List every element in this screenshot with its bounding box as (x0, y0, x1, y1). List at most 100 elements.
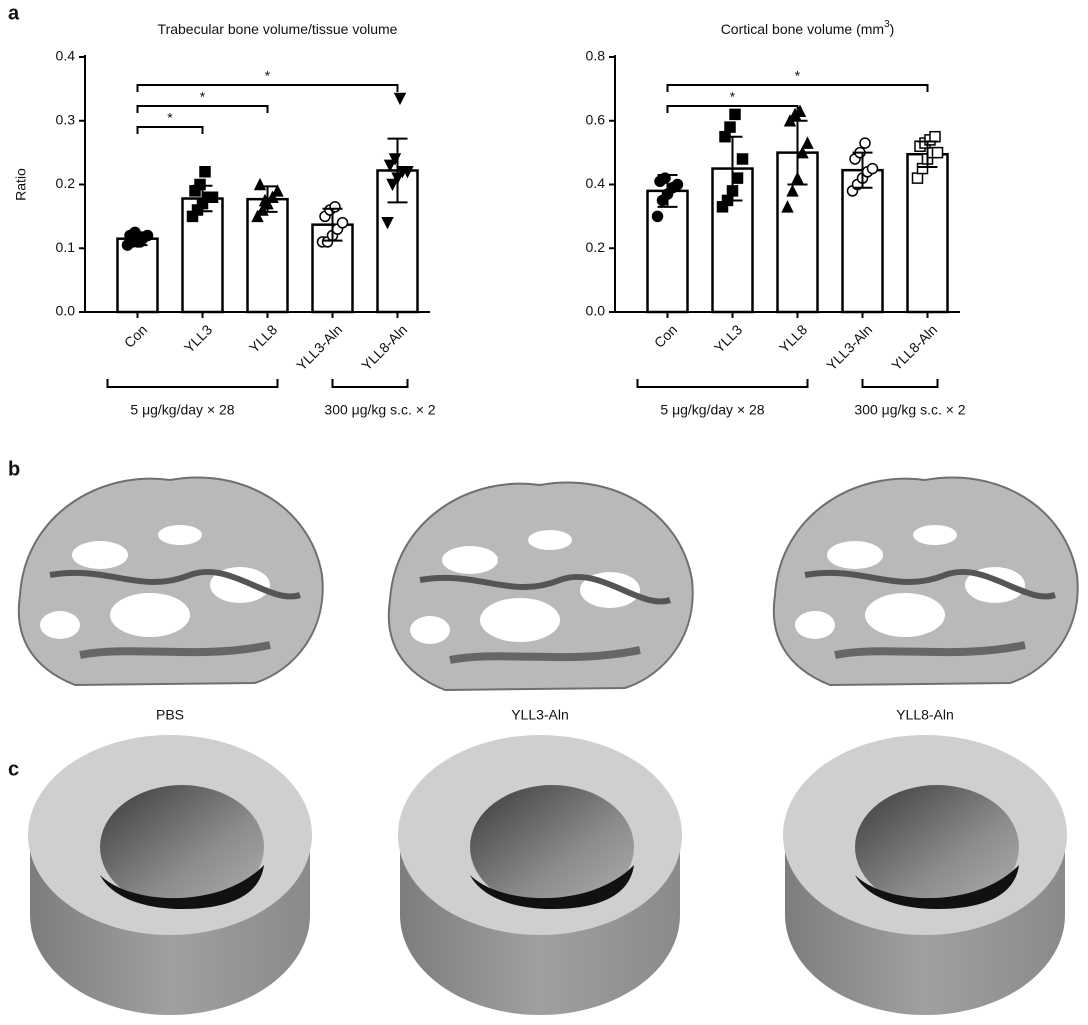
data-point (931, 146, 944, 159)
data-point (401, 166, 414, 179)
chart-title-text: ) (890, 21, 895, 37)
group-label: 300 μg/kg s.c. × 2 (324, 402, 435, 418)
panel-label: b (8, 458, 20, 480)
group-bracket (861, 379, 939, 388)
significance-label: * (265, 68, 271, 84)
data-point (194, 178, 206, 191)
data-point (729, 108, 741, 121)
data-point (796, 145, 809, 159)
error-bar (917, 140, 938, 168)
error-bar (387, 137, 408, 204)
panel-label: a (8, 2, 20, 24)
data-point (199, 166, 211, 178)
significance-label: * (167, 110, 173, 126)
bar (646, 189, 689, 314)
data-point (736, 153, 749, 165)
significance-bracket (136, 105, 269, 113)
data-point (386, 178, 399, 192)
y-tick-label: 0.1 (56, 239, 76, 255)
y-tick-label: 0.8 (586, 48, 606, 64)
y-tick-label: 0.6 (586, 111, 606, 127)
y-axis-label: Ratio (13, 168, 29, 201)
data-point (206, 191, 219, 203)
bar (116, 237, 159, 314)
x-tick-label: YLL3 (711, 321, 746, 356)
chart-title-superscript: 3 (884, 19, 890, 30)
y-tick-label: 0.0 (56, 303, 76, 319)
data-point (731, 172, 744, 184)
image-caption: YLL3-Aln (511, 707, 569, 723)
x-tick-label: YLL3-Aln (293, 321, 345, 373)
group-bracket (106, 379, 279, 388)
error-bar (322, 207, 343, 242)
x-tick-label: YLL8-Aln (888, 321, 940, 373)
chart-title: Cortical bone volume (mm3) (721, 19, 895, 37)
y-tick-label: 0.4 (56, 48, 76, 64)
chart-title: Trabecular bone volume/tissue volume (158, 21, 398, 37)
group-label: 5 μg/kg/day × 28 (660, 402, 764, 418)
significance-bracket (666, 105, 799, 113)
error-bar (657, 173, 678, 208)
y-tick-label: 0.2 (56, 175, 76, 191)
data-point (271, 184, 284, 197)
data-point (916, 162, 929, 175)
y-tick-label: 0.2 (586, 239, 606, 255)
image-caption: YLL8-Aln (896, 707, 954, 723)
x-tick-label: YLL8-Aln (358, 321, 410, 373)
data-point (911, 172, 924, 184)
data-point (651, 210, 664, 223)
data-point (671, 178, 684, 191)
data-point (251, 209, 264, 223)
image-caption: PBS (156, 707, 184, 723)
cortical-render (783, 735, 1067, 1015)
x-tick-label: Con (121, 321, 150, 350)
group-label: 5 μg/kg/day × 28 (130, 402, 234, 418)
y-tick-label: 0.4 (586, 175, 606, 191)
error-bar (192, 184, 213, 213)
chart-title-text: Cortical bone volume (mm (721, 21, 884, 37)
error-bar (852, 151, 873, 189)
chart-title-text: Trabecular bone volume/tissue volume (158, 21, 398, 37)
significance-label: * (200, 89, 206, 105)
error-bar (127, 231, 148, 247)
significance-bracket (666, 84, 929, 92)
significance-bracket (136, 84, 399, 92)
cortical-render (28, 735, 312, 1015)
group-label: 300 μg/kg s.c. × 2 (854, 402, 965, 418)
x-tick-label: YLL3 (181, 321, 216, 356)
data-point (781, 200, 794, 213)
x-tick-label: YLL3-Aln (823, 321, 875, 373)
data-point (929, 130, 941, 143)
group-bracket (636, 379, 809, 388)
significance-label: * (795, 68, 801, 84)
significance-bracket (136, 126, 204, 134)
y-tick-label: 0.0 (586, 303, 606, 319)
x-tick-label: YLL8 (246, 321, 281, 356)
data-point (724, 121, 736, 133)
data-point (866, 162, 879, 175)
significance-label: * (730, 89, 736, 105)
x-tick-label: YLL8 (776, 321, 811, 356)
bar (246, 197, 289, 314)
error-bar (787, 119, 808, 186)
data-point (381, 217, 394, 230)
data-point (253, 177, 267, 191)
data-point (786, 184, 799, 197)
error-bar (722, 135, 743, 202)
data-point (393, 92, 407, 106)
x-tick-label: Con (651, 321, 680, 350)
data-point (859, 137, 871, 149)
trabecular-render (19, 477, 323, 685)
group-bracket (331, 379, 409, 388)
data-point (801, 136, 814, 149)
y-tick-label: 0.3 (56, 111, 76, 127)
trabecular-render (389, 482, 693, 690)
trabecular-render (774, 477, 1078, 685)
cortical-render (398, 735, 682, 1015)
data-point (383, 159, 397, 173)
error-bar (257, 185, 278, 213)
panel-label: c (8, 758, 19, 780)
data-point (266, 190, 279, 203)
data-point (336, 217, 349, 229)
